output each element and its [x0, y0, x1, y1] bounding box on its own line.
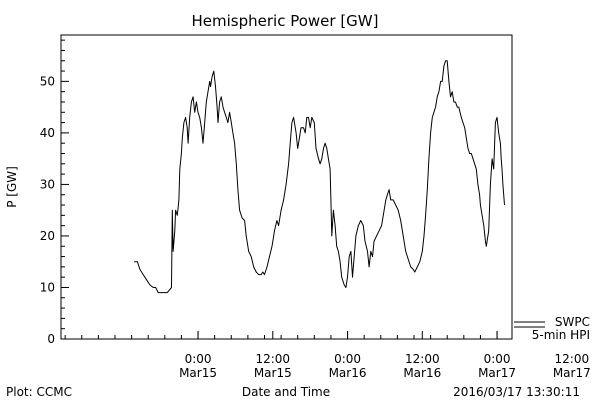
- series-line-0: [134, 60, 505, 294]
- footer-timestamp: 2016/03/17 13:30:11: [453, 385, 580, 399]
- x-axis-label: Date and Time: [242, 385, 330, 399]
- legend-entry-swpc: SWPC: [555, 315, 590, 329]
- x-tick-label: 12:00: [555, 352, 590, 366]
- x-tick-label: 0:00: [185, 352, 212, 366]
- y-tick-label: 30: [40, 177, 55, 191]
- y-axis-label: P [GW]: [5, 166, 19, 208]
- x-axis: 0:00Mar1512:00Mar150:00Mar1612:00Mar160:…: [64, 331, 591, 380]
- x-tick-label: Mar16: [329, 366, 367, 380]
- x-tick-label: Mar17: [478, 366, 516, 380]
- y-axis: 0 10 20 30 40 50: [40, 39, 69, 346]
- legend: SWPC 5-min HPI: [514, 315, 590, 342]
- y-tick-label: 20: [40, 229, 55, 243]
- chart-title: Hemispheric Power [GW]: [192, 12, 379, 30]
- x-tick-label: 0:00: [484, 352, 511, 366]
- y-tick-label: 50: [40, 74, 55, 88]
- x-tick-label: Mar16: [403, 366, 441, 380]
- y-tick-label: 10: [40, 280, 55, 294]
- y-tick-label: 40: [40, 126, 55, 140]
- y-tick-label: 0: [47, 332, 55, 346]
- plot-frame: [60, 34, 513, 340]
- x-tick-label: 12:00: [405, 352, 440, 366]
- legend-entry-5min-hpi: 5-min HPI: [532, 328, 590, 342]
- x-tick-label: Mar15: [179, 366, 217, 380]
- footer-source: Plot: CCMC: [6, 385, 72, 399]
- series-group: [134, 60, 505, 294]
- x-tick-label: 12:00: [255, 352, 290, 366]
- x-tick-label: 0:00: [334, 352, 361, 366]
- x-tick-label: Mar15: [254, 366, 292, 380]
- x-tick-label: Mar17: [553, 366, 591, 380]
